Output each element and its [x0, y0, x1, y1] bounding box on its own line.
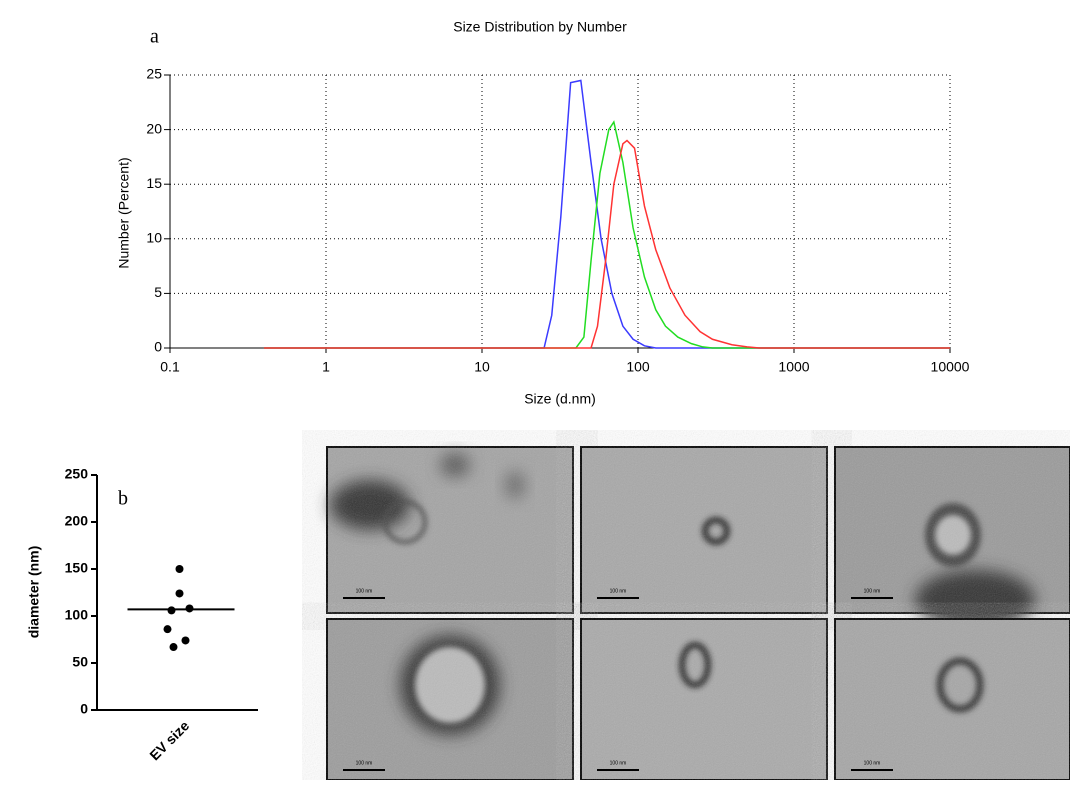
scale-bar-label: 100 nm: [864, 588, 881, 594]
scale-bar-label: 100 nm: [610, 588, 627, 594]
micrograph: 100 nm: [834, 446, 1070, 630]
scale-bar-label: 100 nm: [864, 760, 881, 766]
y-tick-label: 10: [146, 230, 162, 246]
micrograph: 100 nm: [326, 618, 574, 781]
data-point: [175, 589, 184, 598]
y-tick-label: 20: [146, 120, 162, 136]
micrograph: 100 nm: [834, 618, 1070, 781]
y-tick-label: 0: [154, 339, 162, 355]
data-line: [263, 139, 950, 349]
x-tick-label: EV size: [146, 717, 192, 763]
y-tick-label: 25: [146, 66, 162, 82]
x-tick-label: 10: [474, 359, 490, 375]
x-tick-label: 10000: [931, 359, 970, 375]
y-tick-label: 15: [146, 175, 162, 191]
y-tick-label: 50: [72, 654, 88, 670]
y-tick-label: 200: [65, 513, 89, 529]
micrograph: 100 nm: [580, 446, 828, 614]
panel-label: b: [118, 488, 128, 510]
y-tick-label: 250: [65, 466, 89, 482]
x-axis-label: Size (d.nm): [524, 391, 596, 407]
data-point: [175, 565, 184, 573]
x-tick-label: 100: [626, 359, 650, 375]
x-tick-label: 0.1: [160, 359, 180, 375]
data-line: [263, 79, 950, 349]
x-tick-label: 1: [322, 359, 330, 375]
micrographs: 100 nm 100 nm 100 nm 100 nm: [326, 446, 1070, 781]
x-tick-label: 1000: [778, 359, 809, 375]
micrograph: 100 nm: [326, 446, 574, 614]
data-point: [163, 625, 172, 634]
scale-bar-label: 100 nm: [356, 588, 373, 594]
scale-bar-label: 100 nm: [610, 760, 627, 766]
y-tick-label: 0: [80, 701, 88, 717]
scale-bar-label: 100 nm: [356, 760, 373, 766]
data-line: [263, 120, 950, 349]
data-point: [169, 643, 178, 652]
panel-label: a: [150, 26, 159, 48]
y-axis-label: Number (Percent): [116, 157, 132, 268]
y-tick-label: 5: [154, 284, 162, 300]
y-axis-label: diameter (nm): [26, 546, 42, 639]
data-point: [181, 636, 190, 645]
micrograph: 100 nm: [580, 618, 828, 781]
y-tick-label: 100: [65, 607, 89, 623]
y-tick-label: 150: [65, 560, 89, 576]
chart-title: Size Distribution by Number: [453, 19, 627, 35]
